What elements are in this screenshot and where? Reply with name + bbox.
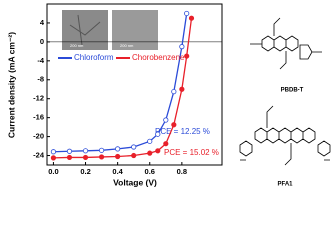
data-point [171, 89, 177, 95]
y-tick-label: -16 [33, 113, 44, 122]
data-point [66, 154, 73, 161]
data-point [115, 146, 121, 152]
data-point [98, 154, 105, 160]
data-point [50, 149, 57, 155]
legend-label: Chloroform [74, 53, 114, 62]
data-point [82, 148, 89, 154]
annotation: PCE = 12.25 % [155, 127, 210, 136]
x-tick-label: 0.8 [177, 167, 187, 176]
data-point [66, 148, 73, 154]
figure: 200 nm 200 nm PCE = 12.25 % PCE = 15.02 … [6, 3, 331, 188]
data-point [131, 152, 137, 159]
inset-image [62, 10, 108, 50]
inset-image [112, 10, 158, 50]
y-tick-label: -24 [33, 151, 45, 160]
y-tick-label: -4 [37, 56, 44, 65]
x-tick-label: 0.4 [112, 167, 123, 176]
data-point [147, 150, 153, 156]
molecule-drawing [239, 17, 331, 166]
data-point [163, 141, 169, 147]
data-point [184, 10, 190, 17]
legend-label: Chorobenzene [132, 53, 185, 62]
data-point [155, 131, 161, 137]
x-tick-label: 0.0 [48, 167, 58, 176]
inset-texture [69, 14, 101, 46]
data-point [131, 144, 137, 150]
data-point [179, 44, 185, 50]
scale-label: 200 nm [70, 43, 84, 48]
molecule-label: PBDB-T [281, 88, 304, 94]
data-point [82, 154, 89, 161]
annotation: PCE = 15.02 % [164, 148, 219, 157]
data-point [171, 122, 177, 128]
data-point [188, 15, 195, 21]
y-axis-label: Current density (mA cm⁻²) [6, 32, 16, 138]
x-tick-label: 0.6 [145, 167, 155, 176]
scale-label: 200 nm [120, 43, 134, 48]
y-tick-label: -8 [37, 75, 44, 84]
y-tick-label: -12 [33, 94, 44, 103]
x-axis-label: Voltage (V) [113, 177, 157, 187]
data-point [147, 138, 153, 144]
series-line [53, 13, 188, 153]
data-point [115, 153, 121, 160]
data-point [179, 86, 185, 92]
y-tick-label: -20 [33, 132, 44, 141]
y-tick-label: 4 [40, 18, 45, 27]
data-point [184, 53, 190, 59]
data-point [163, 117, 169, 123]
data-point [98, 147, 105, 153]
plot-frame [46, 3, 223, 166]
molecule-label: PFA1 [277, 182, 293, 188]
y-tick-label: 0 [40, 37, 44, 46]
data-point [50, 155, 57, 161]
data-point [155, 148, 161, 154]
x-tick-label: 0.2 [80, 167, 90, 176]
